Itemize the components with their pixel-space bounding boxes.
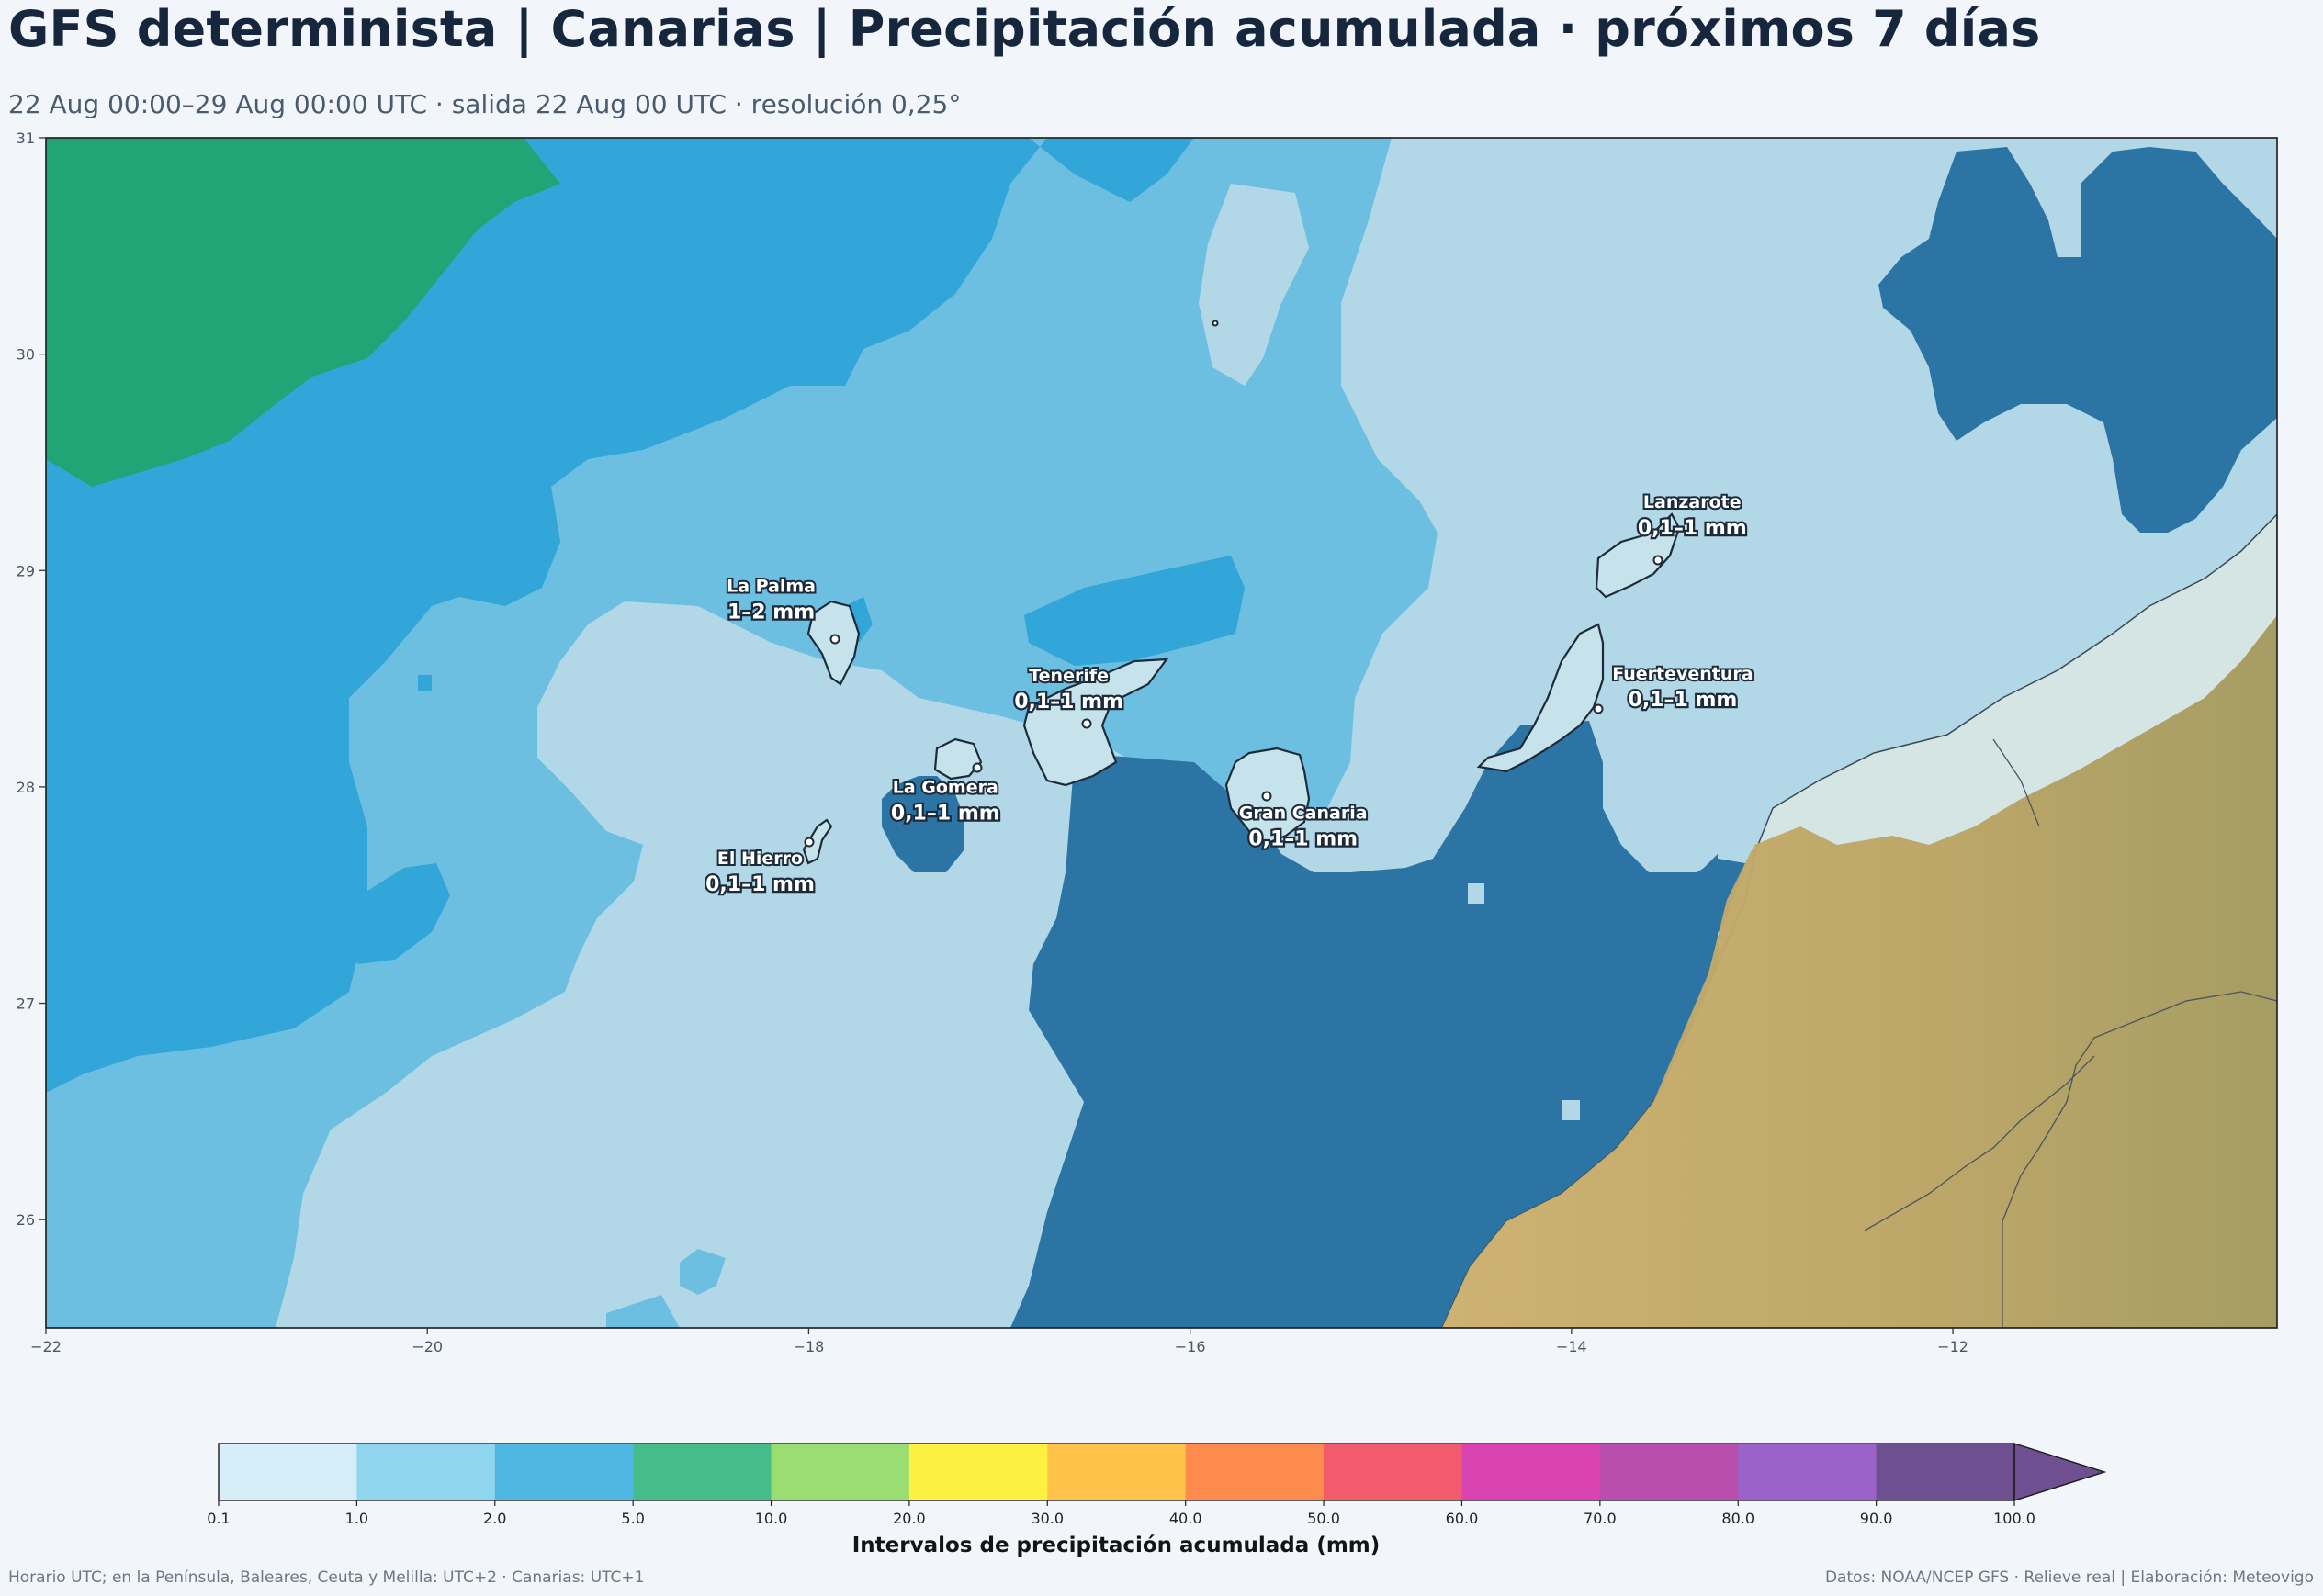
- x-tick-label: −12: [1937, 1338, 1968, 1355]
- colorbar-tick-label: 0.1: [207, 1510, 230, 1527]
- y-tick-label: 26: [17, 1211, 35, 1229]
- africa-relief-land: [1442, 615, 2277, 1328]
- island-name-label: La Palma: [727, 577, 816, 597]
- footer-credits: Datos: NOAA/NCEP GFS · Relieve real | El…: [1824, 1568, 2314, 1587]
- x-tick-label: −18: [794, 1338, 825, 1355]
- field-band-1-2-mm-patch: [418, 675, 432, 691]
- field-dark-block-la-gomera: [882, 776, 964, 872]
- town-markers: [804, 320, 1663, 848]
- colorbar-tick-label: 100.0: [1993, 1510, 2035, 1527]
- y-tick-label: 30: [17, 346, 35, 364]
- colorbar-segment: [1047, 1444, 1187, 1500]
- colorbar-tick-label: 70.0: [1584, 1510, 1617, 1527]
- colorbar-segment: [633, 1444, 772, 1500]
- colorbar-tick-label: 20.0: [893, 1510, 926, 1527]
- colorbar-tick-label: 80.0: [1721, 1510, 1754, 1527]
- island-tenerife-shape: [1022, 658, 1169, 787]
- island-value-label: 0,1–1 mm: [1638, 517, 1747, 540]
- island-value-label: 1–2 mm: [727, 601, 815, 624]
- island-value-label: 0,1–1 mm: [1629, 689, 1738, 712]
- precipitation-field: [46, 138, 2277, 1328]
- field-dark-block-northeast: [1878, 147, 2277, 533]
- marker-gran-canaria: [1261, 791, 1272, 802]
- marker-islet: [1212, 320, 1219, 327]
- colorbar-segment: [1738, 1444, 1878, 1500]
- marker-fuerteventura: [1593, 703, 1604, 714]
- x-tick-label: −20: [412, 1338, 443, 1355]
- field-band-2-5-mm: [46, 138, 560, 487]
- field-light-cell: [1562, 1100, 1580, 1120]
- x-tick-label: −16: [1175, 1338, 1206, 1355]
- field-dark-block-west: [1010, 721, 1718, 1328]
- island-value-label: 0,1–1 mm: [1248, 827, 1358, 850]
- colorbar-extend-arrow: [2013, 1443, 2107, 1501]
- island-name-label: Tenerife: [1029, 666, 1109, 686]
- island-value-label: 0,1–1 mm: [1014, 691, 1123, 714]
- map-frame: [45, 137, 2278, 1329]
- colorbar-segment: [1185, 1444, 1325, 1500]
- island-name-label: El Hierro: [717, 849, 803, 869]
- x-tick-label: −22: [30, 1338, 62, 1355]
- colorbar-tick-label: 10.0: [755, 1510, 788, 1527]
- field-band-1-2-mm: [46, 138, 1194, 1093]
- island-lanzarote-shape: [1595, 512, 1681, 599]
- field-light-pocket: [1199, 184, 1309, 386]
- border-line: [1864, 738, 2277, 1328]
- island-name-label: La Gomera: [893, 778, 998, 798]
- footer-timezone-note: Horario UTC; en la Península, Baleares, …: [8, 1568, 645, 1587]
- colorbar-segment: [356, 1444, 496, 1500]
- axis-ticks: −22 −20 −18 −16 −14 −12 26 27 28 29 30 31: [17, 129, 1968, 1355]
- colorbar-segment: [1324, 1444, 1462, 1500]
- colorbar-tick-label: 30.0: [1031, 1510, 1064, 1527]
- field-band-1-2-mm-patch: [1024, 556, 1245, 666]
- island-value-label: 0,1–1 mm: [891, 803, 1000, 826]
- y-tick-label: 31: [17, 129, 35, 147]
- island-value-label: 0,1–1 mm: [705, 873, 815, 896]
- island-name-label: Gran Canaria: [1239, 803, 1368, 823]
- field-band-1-2-mm-patch: [335, 863, 450, 964]
- marker-tenerife: [1081, 718, 1092, 729]
- field-band-1-2-mm-patch: [845, 597, 873, 643]
- x-tick-label: −14: [1556, 1338, 1587, 1355]
- colorbar-tick-label: 2.0: [483, 1510, 506, 1527]
- marker-el-hierro: [804, 837, 815, 848]
- marker-lanzarote: [1652, 555, 1663, 566]
- colorbar-frame: [218, 1443, 2015, 1501]
- colorbar-tick-label: 50.0: [1307, 1510, 1340, 1527]
- colorbar-segment: [1599, 1444, 1739, 1500]
- colorbar-tick-label: 90.0: [1860, 1510, 1893, 1527]
- colorbar-segment: [494, 1444, 634, 1500]
- colorbar-tick-label: 60.0: [1446, 1510, 1479, 1527]
- field-band-0-1-1-mm-patch: [606, 1249, 726, 1328]
- colorbar-segment: [771, 1444, 910, 1500]
- island-fuerteventura-shape: [1476, 623, 1605, 773]
- page-title: GFS determinista | Canarias | Precipitac…: [8, 0, 2041, 58]
- colorbar-tick-label: 40.0: [1169, 1510, 1202, 1527]
- y-tick-label: 29: [17, 562, 35, 579]
- page-subtitle: 22 Aug 00:00–29 Aug 00:00 UTC · salida 2…: [8, 89, 962, 119]
- colorbar-tick-label: 1.0: [345, 1510, 368, 1527]
- y-tick-label: 28: [17, 779, 35, 796]
- y-tick-label: 27: [17, 995, 35, 1013]
- colorbar-segment: [219, 1444, 357, 1500]
- island-el-hierro-shape: [802, 818, 833, 865]
- field-light-cell: [1468, 883, 1484, 904]
- island-name-label: Fuerteventura: [1612, 664, 1753, 684]
- marker-la-palma: [829, 634, 840, 645]
- island-labels: La Palma 1–2 mm Tenerife 0,1–1 mm La Gomera 0…: [704, 490, 1755, 898]
- colorbar-tick-label: 5.0: [621, 1510, 644, 1527]
- colorbar-label: Intervalos de precipitación acumulada (m…: [851, 1534, 1381, 1557]
- colorbar-segment: [908, 1444, 1048, 1500]
- island-name-label: Lanzarote: [1643, 492, 1742, 512]
- colorbar-segment: [1461, 1444, 1601, 1500]
- marker-la-gomera: [972, 762, 983, 773]
- colorbar: 0.1 1.0 2.0 5.0 10.0 20.0 30.0 40.0 50.0 60.0 70.0…: [207, 1443, 2107, 1527]
- colorbar-segment: [1876, 1444, 2015, 1500]
